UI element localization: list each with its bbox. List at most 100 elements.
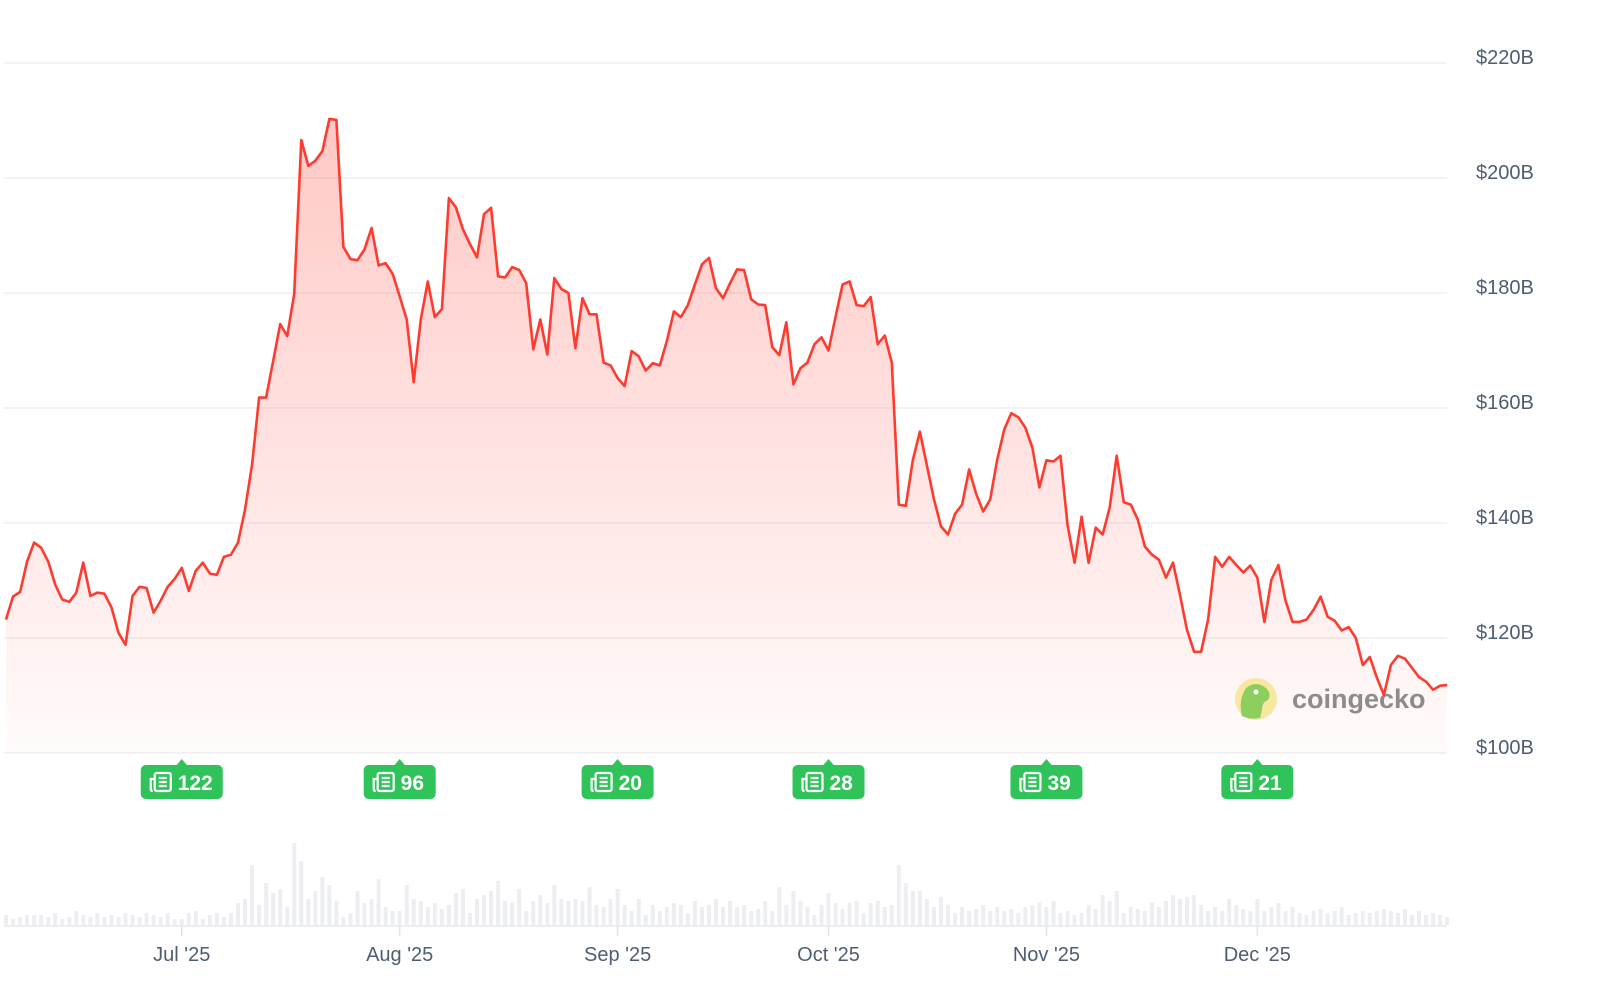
- volume-bar: [1283, 911, 1288, 925]
- volume-bar: [348, 913, 353, 925]
- news-badge[interactable]: 96: [363, 759, 436, 799]
- volume-bar: [1438, 915, 1443, 925]
- volume-bar: [165, 913, 170, 925]
- volume-bar: [840, 909, 845, 925]
- volume-bar: [910, 891, 915, 925]
- volume-bar: [1058, 913, 1063, 925]
- volume-bar: [981, 905, 986, 925]
- volume-bar: [503, 901, 508, 925]
- volume-bar: [1051, 901, 1056, 925]
- volume-bar: [868, 903, 873, 925]
- newspaper-icon: [801, 771, 824, 793]
- volume-bar: [608, 899, 613, 925]
- volume-bar: [770, 911, 775, 925]
- volume-bar: [826, 893, 831, 925]
- volume-bar: [221, 917, 226, 925]
- volume-bar: [1072, 915, 1077, 925]
- volume-bar: [306, 899, 311, 925]
- news-badge[interactable]: 39: [1010, 759, 1083, 799]
- volume-bar: [1149, 903, 1154, 925]
- volume-bar: [1269, 907, 1274, 925]
- coingecko-watermark: coingecko: [1235, 678, 1426, 720]
- volume-bar: [636, 899, 641, 925]
- volume-bar: [214, 913, 219, 925]
- x-tick-label: Sep '25: [584, 944, 651, 966]
- volume-bar: [1325, 913, 1330, 925]
- volume-bar: [151, 915, 156, 925]
- volume-bar: [1424, 915, 1429, 925]
- volume-bar: [538, 895, 543, 925]
- volume-bar: [685, 913, 690, 925]
- volume-bar: [489, 891, 494, 925]
- volume-bar: [1374, 911, 1379, 925]
- volume-bar: [882, 907, 887, 925]
- volume-bar: [510, 903, 515, 925]
- news-badge[interactable]: 28: [792, 759, 865, 799]
- volume-bar: [1353, 913, 1358, 925]
- volume-bar: [671, 903, 676, 925]
- volume-bar: [967, 911, 972, 925]
- news-badge[interactable]: 21: [1221, 759, 1294, 799]
- news-count: 21: [1258, 772, 1282, 795]
- volume-bar: [1044, 907, 1049, 925]
- volume-bar: [1037, 903, 1042, 925]
- volume-bar: [1367, 913, 1372, 925]
- volume-bar: [376, 879, 381, 925]
- volume-bar: [1262, 911, 1267, 925]
- volume-bar: [1016, 913, 1021, 925]
- news-badge[interactable]: 20: [581, 759, 654, 799]
- volume-bar: [988, 911, 993, 925]
- volume-bar: [995, 907, 1000, 925]
- volume-bar: [1107, 901, 1112, 925]
- volume-bar: [974, 909, 979, 925]
- news-count: 96: [401, 772, 424, 795]
- volume-bar: [545, 903, 550, 925]
- y-tick-label: $160B: [1476, 392, 1534, 414]
- volume-bar: [524, 911, 529, 925]
- volume-bar: [411, 899, 416, 925]
- volume-bar: [46, 917, 51, 925]
- volume-bar: [566, 901, 571, 925]
- volume-bar: [446, 905, 451, 925]
- volume-bar: [777, 887, 782, 925]
- volume-bar: [496, 881, 501, 925]
- news-badge[interactable]: 122: [140, 759, 223, 799]
- volume-bar: [1388, 911, 1393, 925]
- volume-bar: [4, 915, 8, 925]
- volume-bar: [418, 901, 423, 925]
- volume-bar: [1445, 917, 1450, 925]
- volume-bar: [875, 901, 880, 925]
- volume-bar: [467, 913, 472, 925]
- volume-bar: [1185, 897, 1190, 925]
- volume-bar: [383, 907, 388, 925]
- volume-bar: [1381, 909, 1386, 925]
- volume-bar: [228, 913, 233, 925]
- volume-bar: [60, 919, 65, 925]
- volume-bar: [1220, 911, 1225, 925]
- volume-bar: [1199, 905, 1204, 925]
- volume-bar: [320, 877, 325, 925]
- volume-bar: [805, 907, 810, 925]
- volume-bar: [102, 917, 107, 925]
- volume-bar: [854, 901, 859, 925]
- watermark-text: coingecko: [1292, 684, 1426, 714]
- volume-bar: [559, 899, 564, 925]
- volume-bar: [1248, 911, 1253, 925]
- volume-bar: [1276, 903, 1281, 925]
- volume-bar: [1121, 913, 1126, 925]
- volume-bar: [292, 843, 297, 925]
- volume-bar: [1360, 911, 1365, 925]
- volume-bar: [109, 915, 114, 925]
- volume-bar: [1395, 913, 1400, 925]
- volume-bar: [650, 905, 655, 925]
- volume-bar: [172, 919, 177, 925]
- volume-bar: [53, 913, 58, 925]
- newspaper-icon: [590, 771, 613, 793]
- gecko-head-shape: [1240, 684, 1270, 719]
- volume-bar: [1206, 911, 1211, 925]
- volume-bar: [1135, 909, 1140, 925]
- volume-bar: [664, 907, 669, 925]
- news-count: 39: [1047, 772, 1070, 795]
- volume-bar: [137, 917, 142, 925]
